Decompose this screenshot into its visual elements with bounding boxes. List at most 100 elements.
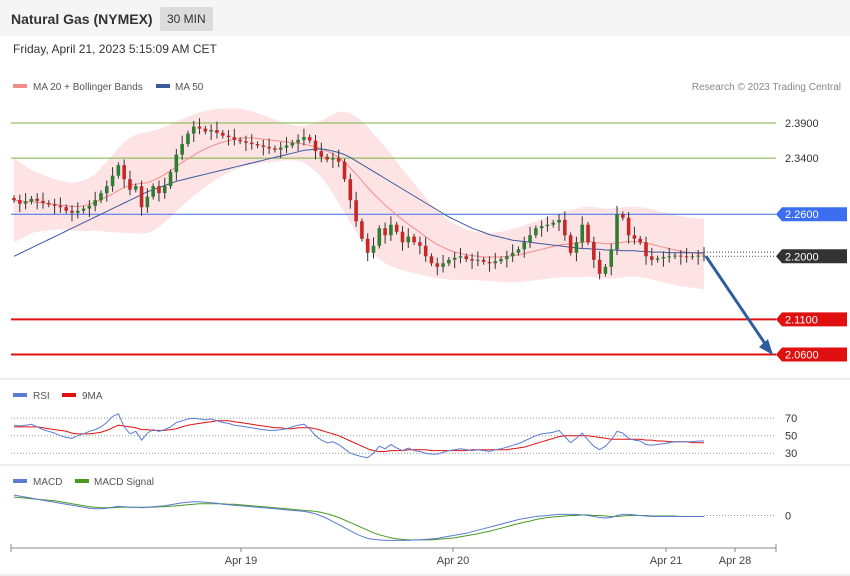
candle-body — [365, 238, 370, 253]
candle-body — [383, 228, 387, 236]
candle-body — [99, 193, 103, 201]
candle-body — [690, 256, 695, 258]
legend-swatch-macd — [13, 479, 27, 483]
candle-body — [452, 257, 457, 260]
candle-body — [244, 141, 248, 143]
candle-body — [128, 179, 132, 190]
candle-body — [296, 139, 300, 143]
candle-body — [168, 172, 173, 187]
candle-body — [516, 249, 521, 253]
candle-body — [476, 259, 480, 261]
candle-body — [499, 259, 503, 262]
rsi-panel: 70 50 30 — [11, 413, 797, 460]
candle-body — [139, 186, 144, 208]
candle-body — [215, 130, 219, 133]
candle-body — [394, 224, 399, 232]
macd-line — [13, 494, 704, 541]
candle-body — [232, 137, 237, 140]
candle-body — [29, 198, 34, 202]
legend-label-macd: MACD — [33, 477, 62, 488]
timeframe-button[interactable]: 30 MIN — [160, 7, 213, 31]
level-tag — [776, 207, 847, 222]
candle-body — [133, 186, 138, 190]
candle-body — [580, 224, 585, 243]
candle-body — [313, 140, 318, 152]
candle-body — [429, 256, 434, 264]
forecast-arrow-head — [759, 339, 773, 356]
candle-body — [597, 259, 602, 274]
forecast-arrow — [704, 255, 768, 346]
candle-body — [568, 235, 573, 253]
candle-body — [307, 137, 312, 141]
chart-datetime: Friday, April 21, 2023 5:15:09 AM CET — [13, 42, 217, 56]
candle-body — [586, 224, 590, 243]
candle-body — [302, 137, 306, 140]
candle-body — [539, 226, 544, 229]
rsi-ma-line — [14, 420, 704, 452]
candle-body — [545, 224, 550, 227]
candle-body — [528, 235, 532, 243]
candle-body — [145, 196, 150, 208]
level-tag-label: 2.2000 — [785, 251, 819, 263]
candle-body — [191, 126, 196, 134]
x-axis-tick-label: Apr 21 — [650, 555, 682, 567]
candle-body — [12, 198, 16, 201]
bollinger-band — [14, 108, 704, 290]
candle-body — [615, 214, 619, 250]
level-label: 2.3400 — [785, 153, 819, 165]
rsi-tick-label: 30 — [785, 448, 797, 460]
candle-body — [203, 128, 208, 132]
candle-body — [522, 242, 527, 250]
candle-body — [661, 256, 666, 259]
macd-tick-label: 0 — [785, 510, 791, 522]
candle-body — [87, 205, 92, 209]
candle-body — [75, 210, 80, 213]
candle-body — [371, 245, 376, 253]
candle-body — [412, 236, 416, 243]
candle-body — [603, 266, 608, 274]
candle-body — [406, 236, 411, 243]
candle-body — [273, 148, 277, 150]
rsi-line — [13, 413, 704, 459]
candle-body — [151, 186, 155, 197]
candle-body — [238, 139, 242, 142]
candle-body — [638, 238, 643, 243]
candle-body — [551, 222, 556, 225]
candle-body — [447, 259, 451, 264]
candle-body — [655, 258, 660, 260]
candle-body — [644, 242, 648, 257]
level-label: 2.3900 — [785, 118, 819, 130]
legend-swatch-macd-signal — [75, 479, 89, 483]
candle-body — [354, 200, 358, 222]
candle-body — [464, 256, 469, 260]
candle-body — [255, 144, 260, 146]
level-tag — [776, 312, 847, 327]
legend-label-ma20: MA 20 + Bollinger Bands — [33, 82, 143, 93]
time-axis: Apr 19 Apr 20 Apr 21 Apr 28 — [10, 544, 777, 567]
candle-body — [418, 242, 422, 246]
candle-body — [122, 165, 126, 180]
legend-label-rsi: RSI — [33, 391, 50, 402]
legend-label-rsi-ma: 9MA — [82, 391, 103, 402]
candle-body — [162, 186, 167, 194]
instrument-title: Natural Gas (NYMEX) — [11, 11, 153, 27]
candle-body — [110, 175, 115, 187]
candle-body — [331, 158, 335, 160]
candle-body — [621, 214, 625, 218]
level-tag — [776, 347, 847, 362]
candle-body — [209, 130, 213, 132]
candle-body — [35, 198, 39, 201]
candle-body — [673, 255, 677, 257]
credit-text: Research © 2023 Trading Central — [692, 82, 841, 93]
candle-body — [290, 142, 295, 146]
candle-body — [632, 235, 637, 239]
candle-body — [592, 242, 596, 260]
candle-body — [278, 147, 283, 150]
candle-body — [41, 200, 45, 203]
candle-body — [197, 126, 202, 129]
candle-body — [319, 151, 324, 157]
candle-body — [505, 256, 509, 260]
candle-body — [46, 202, 51, 205]
x-axis-tick-label: Apr 28 — [719, 555, 751, 567]
